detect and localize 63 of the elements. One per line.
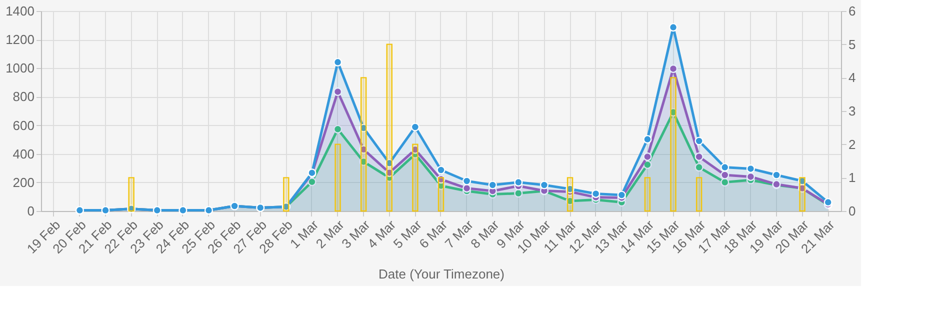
point bbox=[308, 178, 316, 186]
point bbox=[694, 162, 704, 172]
bar bbox=[128, 177, 134, 212]
y2-tick-label: 4 bbox=[848, 70, 856, 86]
bar bbox=[670, 77, 676, 212]
y-tick-label: 0 bbox=[27, 204, 34, 218]
point bbox=[359, 124, 368, 132]
y2-tick-label: 0 bbox=[848, 204, 856, 218]
point bbox=[746, 172, 755, 182]
y2-tick-label: 1 bbox=[848, 170, 856, 186]
point bbox=[694, 152, 704, 162]
y2-tick-label: 2 bbox=[848, 136, 856, 152]
point bbox=[410, 145, 420, 154]
point bbox=[333, 58, 342, 66]
bar bbox=[360, 77, 367, 212]
point bbox=[643, 134, 652, 144]
bar bbox=[412, 144, 418, 212]
y2-tick-label: 6 bbox=[848, 4, 856, 18]
point bbox=[798, 176, 807, 186]
point bbox=[592, 189, 600, 198]
point bbox=[746, 164, 755, 174]
point bbox=[540, 180, 549, 190]
y-tick-label: 1400 bbox=[6, 4, 34, 18]
y-tick-label: 1000 bbox=[6, 60, 34, 76]
bar bbox=[799, 177, 806, 212]
point bbox=[720, 162, 730, 172]
point bbox=[333, 124, 342, 134]
point bbox=[436, 166, 446, 174]
point bbox=[566, 196, 574, 206]
y-tick-label: 800 bbox=[12, 89, 34, 104]
y-tick-label: 600 bbox=[12, 118, 34, 133]
point bbox=[668, 64, 678, 74]
point bbox=[694, 136, 704, 146]
point bbox=[720, 170, 730, 180]
bar bbox=[696, 177, 702, 212]
point bbox=[385, 158, 394, 168]
point bbox=[772, 170, 781, 180]
y2-tick-label: 5 bbox=[848, 36, 856, 52]
point bbox=[617, 190, 626, 200]
bar bbox=[566, 177, 574, 212]
point bbox=[668, 108, 678, 117]
y-tick-label: 400 bbox=[12, 146, 34, 162]
point bbox=[359, 145, 368, 154]
point bbox=[410, 122, 420, 132]
bar bbox=[386, 44, 392, 212]
point bbox=[359, 157, 368, 166]
x-axis-title: Date (Your Timezone) bbox=[378, 266, 504, 282]
point bbox=[566, 184, 574, 194]
point bbox=[514, 178, 523, 187]
bar bbox=[644, 177, 651, 212]
point bbox=[462, 176, 472, 186]
y2-tick-label: 3 bbox=[848, 104, 856, 118]
bar bbox=[438, 177, 444, 212]
point bbox=[488, 180, 497, 190]
point bbox=[385, 168, 394, 178]
bar bbox=[334, 144, 341, 212]
y-tick-label: 200 bbox=[12, 174, 34, 190]
y-tick-label: 1200 bbox=[6, 32, 34, 48]
point bbox=[333, 87, 342, 96]
point bbox=[436, 174, 446, 184]
point bbox=[668, 22, 678, 32]
bar bbox=[283, 177, 290, 212]
point bbox=[643, 152, 652, 162]
